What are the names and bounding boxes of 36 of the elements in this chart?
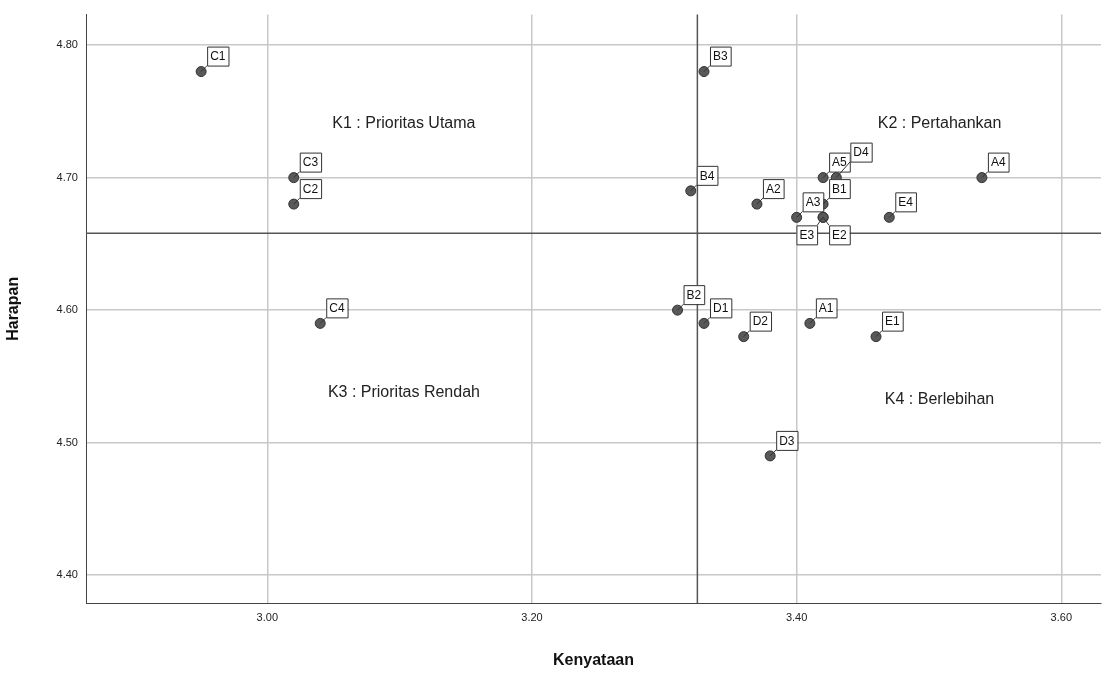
annotation: B4 xyxy=(699,168,715,183)
annotation: D2 xyxy=(752,314,769,329)
annotation: C1 xyxy=(210,49,226,64)
annotation: D1 xyxy=(713,301,729,316)
annotation: A3 xyxy=(805,195,821,210)
annotation: K2 : Pertahankan xyxy=(877,114,1002,132)
x-tick-label: 3.20 xyxy=(521,610,543,623)
annotation: A5 xyxy=(832,155,848,170)
annotation: D3 xyxy=(779,433,795,448)
x-axis-title: Kenyataan xyxy=(553,650,634,668)
y-tick-label: 4.40 xyxy=(56,568,78,581)
y-tick-label: 4.80 xyxy=(56,38,78,51)
annotation: C4 xyxy=(329,301,345,316)
annotation: C3 xyxy=(302,155,319,170)
y-tick-label: 4.70 xyxy=(56,170,78,183)
annotation: B1 xyxy=(832,181,848,196)
annotation: B3 xyxy=(713,49,728,64)
annotation: C2 xyxy=(302,181,319,196)
annotation: D4 xyxy=(853,145,869,160)
x-tick-label: 3.40 xyxy=(785,610,808,623)
y-tick-label: 4.60 xyxy=(56,303,78,316)
annotation: A4 xyxy=(990,155,1006,170)
annotation: A2 xyxy=(765,181,781,196)
annotation: E3 xyxy=(799,228,815,243)
annotation: E1 xyxy=(885,314,901,329)
annotation: K4 : Berlebihan xyxy=(884,390,995,408)
y-tick-label: 4.50 xyxy=(56,435,78,448)
annotation: K1 : Prioritas Utama xyxy=(332,114,476,132)
annotation: E2 xyxy=(832,228,848,243)
annotation: K3 : Prioritas Rendah xyxy=(327,382,480,400)
x-tick-label: 3.60 xyxy=(1050,610,1073,623)
y-axis-title: Harapan xyxy=(4,276,22,341)
annotation: A1 xyxy=(818,301,834,316)
annotation: E4 xyxy=(898,195,914,210)
annotation: B2 xyxy=(686,287,702,302)
x-tick-label: 3.00 xyxy=(256,610,279,623)
